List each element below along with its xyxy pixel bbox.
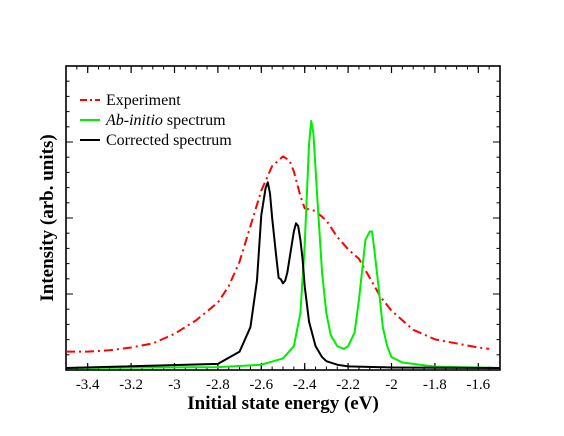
series-layer — [65, 119, 501, 369]
legend-label-text: Corrected spectrum — [106, 132, 232, 149]
x-tick-label: -2.2 — [336, 377, 360, 393]
x-tick-label: -3 — [168, 377, 181, 393]
x-tick-label: -3.2 — [119, 377, 143, 393]
legend-label-text: spectrum — [163, 112, 226, 129]
x-tick-label: -1.6 — [466, 377, 490, 393]
x-tick-label: -1.8 — [423, 377, 447, 393]
legend-label-1: Ab-initio spectrum — [105, 112, 226, 129]
legend: Experiment Ab-initio spectrum Corrected sp… — [80, 92, 232, 149]
y-axis-title: Intensity (arb. units) — [37, 134, 58, 301]
legend-label-2: Corrected spectrum — [106, 132, 232, 149]
x-tick-label: -2.8 — [206, 377, 230, 393]
x-tick-label: -2 — [385, 377, 398, 393]
series-line-2 — [65, 181, 501, 369]
series-line-1 — [65, 119, 501, 369]
x-axis-title: Initial state energy (eV) — [187, 393, 379, 414]
legend-label-text: Experiment — [106, 92, 181, 109]
x-tick-label: -2.4 — [293, 377, 317, 393]
legend-label-italic: Ab-initio — [105, 112, 163, 129]
x-tick-label: -3.4 — [76, 377, 100, 393]
legend-label-0: Experiment — [106, 92, 181, 109]
axis-ticks: -3.4 -3.2 -3 -2.8 -2.6 -2.4 -2.2 -2 -1.8 -1.6 — [65, 65, 501, 393]
series-line-0 — [66, 155, 490, 353]
x-tick-label: -2.6 — [249, 377, 273, 393]
